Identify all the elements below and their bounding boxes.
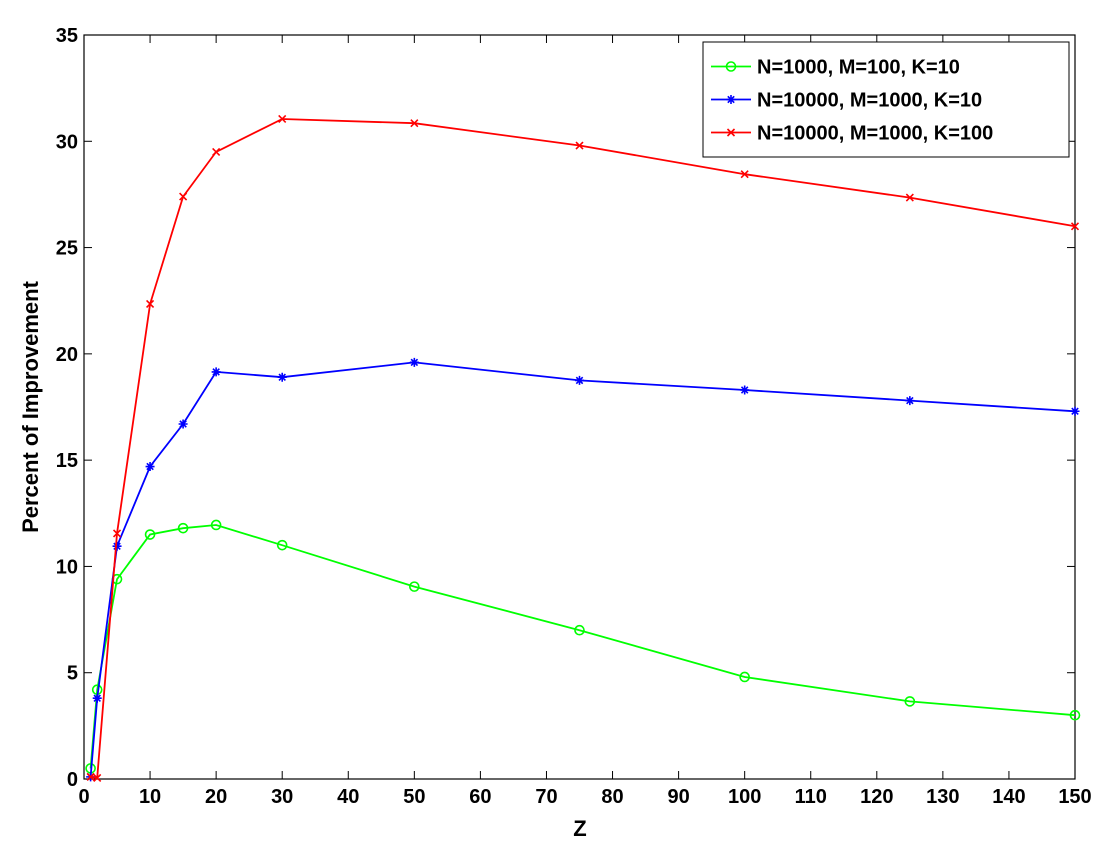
x-tick-label: 130 <box>926 786 959 808</box>
series-layer <box>85 114 1081 783</box>
y-tick-label: 0 <box>67 769 78 791</box>
y-tick-label: 35 <box>56 25 78 47</box>
data-point-x <box>112 529 122 538</box>
data-point-x <box>726 128 736 137</box>
data-point-star <box>575 375 584 385</box>
data-point-star <box>92 693 102 703</box>
data-point-star <box>740 385 750 395</box>
data-point-x <box>740 170 749 179</box>
data-point-x <box>575 141 584 150</box>
data-point-star <box>726 95 736 104</box>
axis-ticks: 0 10 20 30 40 50 60 70 80 90 100 110 120 130 140 150 0 5 1… <box>56 25 1092 808</box>
data-point-x <box>905 193 914 202</box>
data-point-circle <box>1069 709 1081 721</box>
legend: N=1000, M=100, K=10 N=10000, M=1000, K=10… <box>702 41 1070 158</box>
data-point-star <box>178 419 188 429</box>
legend-label: N=10000, M=1000, K=10 <box>757 90 982 112</box>
x-tick-label: 140 <box>992 786 1025 808</box>
y-tick-label: 30 <box>56 131 78 153</box>
x-tick-label: 100 <box>728 786 761 808</box>
data-point-circle <box>177 522 189 534</box>
x-tick-label: 80 <box>601 786 623 808</box>
legend-label: N=1000, M=100, K=10 <box>757 57 960 79</box>
data-point-x <box>146 299 155 308</box>
legend-item: N=10000, M=1000, K=100 <box>711 123 993 145</box>
x-tick-label: 0 <box>78 786 89 808</box>
data-point-x <box>278 114 287 124</box>
data-point-x <box>179 192 188 201</box>
y-tick-label: 25 <box>56 238 78 260</box>
x-tick-label: 120 <box>860 786 893 808</box>
data-point-circle <box>574 624 585 636</box>
y-axis-label: Percent of Improvement <box>18 280 43 533</box>
data-point-star <box>277 372 287 382</box>
legend-box <box>702 41 1070 158</box>
x-axis-label: Z <box>573 816 586 841</box>
data-point-circle <box>210 519 222 531</box>
x-tick-label: 50 <box>403 786 425 808</box>
data-point-x <box>93 773 102 783</box>
series-line <box>89 524 1076 769</box>
x-tick-label: 70 <box>535 786 557 808</box>
y-tick-label: 15 <box>56 450 78 472</box>
legend-item: N=1000, M=100, K=10 <box>711 57 960 79</box>
data-point-x <box>86 772 95 781</box>
x-tick-label: 20 <box>205 786 227 808</box>
x-tick-label: 110 <box>795 786 827 808</box>
data-point-circle <box>739 671 750 683</box>
data-point-star <box>1070 406 1080 416</box>
series-3 <box>86 114 1080 783</box>
data-point-x <box>1070 222 1080 231</box>
x-tick-label: 90 <box>667 786 689 808</box>
data-point-circle <box>144 529 156 540</box>
plot-area <box>83 34 1076 780</box>
data-point-star <box>409 357 419 367</box>
data-point-circle <box>725 61 737 72</box>
legend-item: N=10000, M=1000, K=10 <box>711 90 982 112</box>
data-point-x <box>212 147 221 156</box>
data-point-star <box>211 367 221 377</box>
x-tick-label: 60 <box>469 786 491 808</box>
data-point-x <box>410 119 419 128</box>
data-point-star <box>112 541 122 551</box>
y-tick-label: 5 <box>67 663 78 685</box>
x-tick-label: 10 <box>139 786 161 808</box>
legend-label: N=10000, M=1000, K=100 <box>757 123 993 145</box>
y-tick-label: 20 <box>56 344 78 366</box>
data-point-circle <box>409 581 420 592</box>
x-tick-label: 40 <box>337 786 359 808</box>
data-point-star <box>145 462 155 472</box>
data-point-circle <box>276 539 288 551</box>
data-point-star <box>905 396 915 406</box>
series-line <box>90 118 1076 779</box>
x-tick-label: 150 <box>1058 786 1091 808</box>
x-tick-label: 30 <box>271 786 293 808</box>
data-point-circle <box>904 696 916 707</box>
y-tick-label: 10 <box>56 556 78 578</box>
